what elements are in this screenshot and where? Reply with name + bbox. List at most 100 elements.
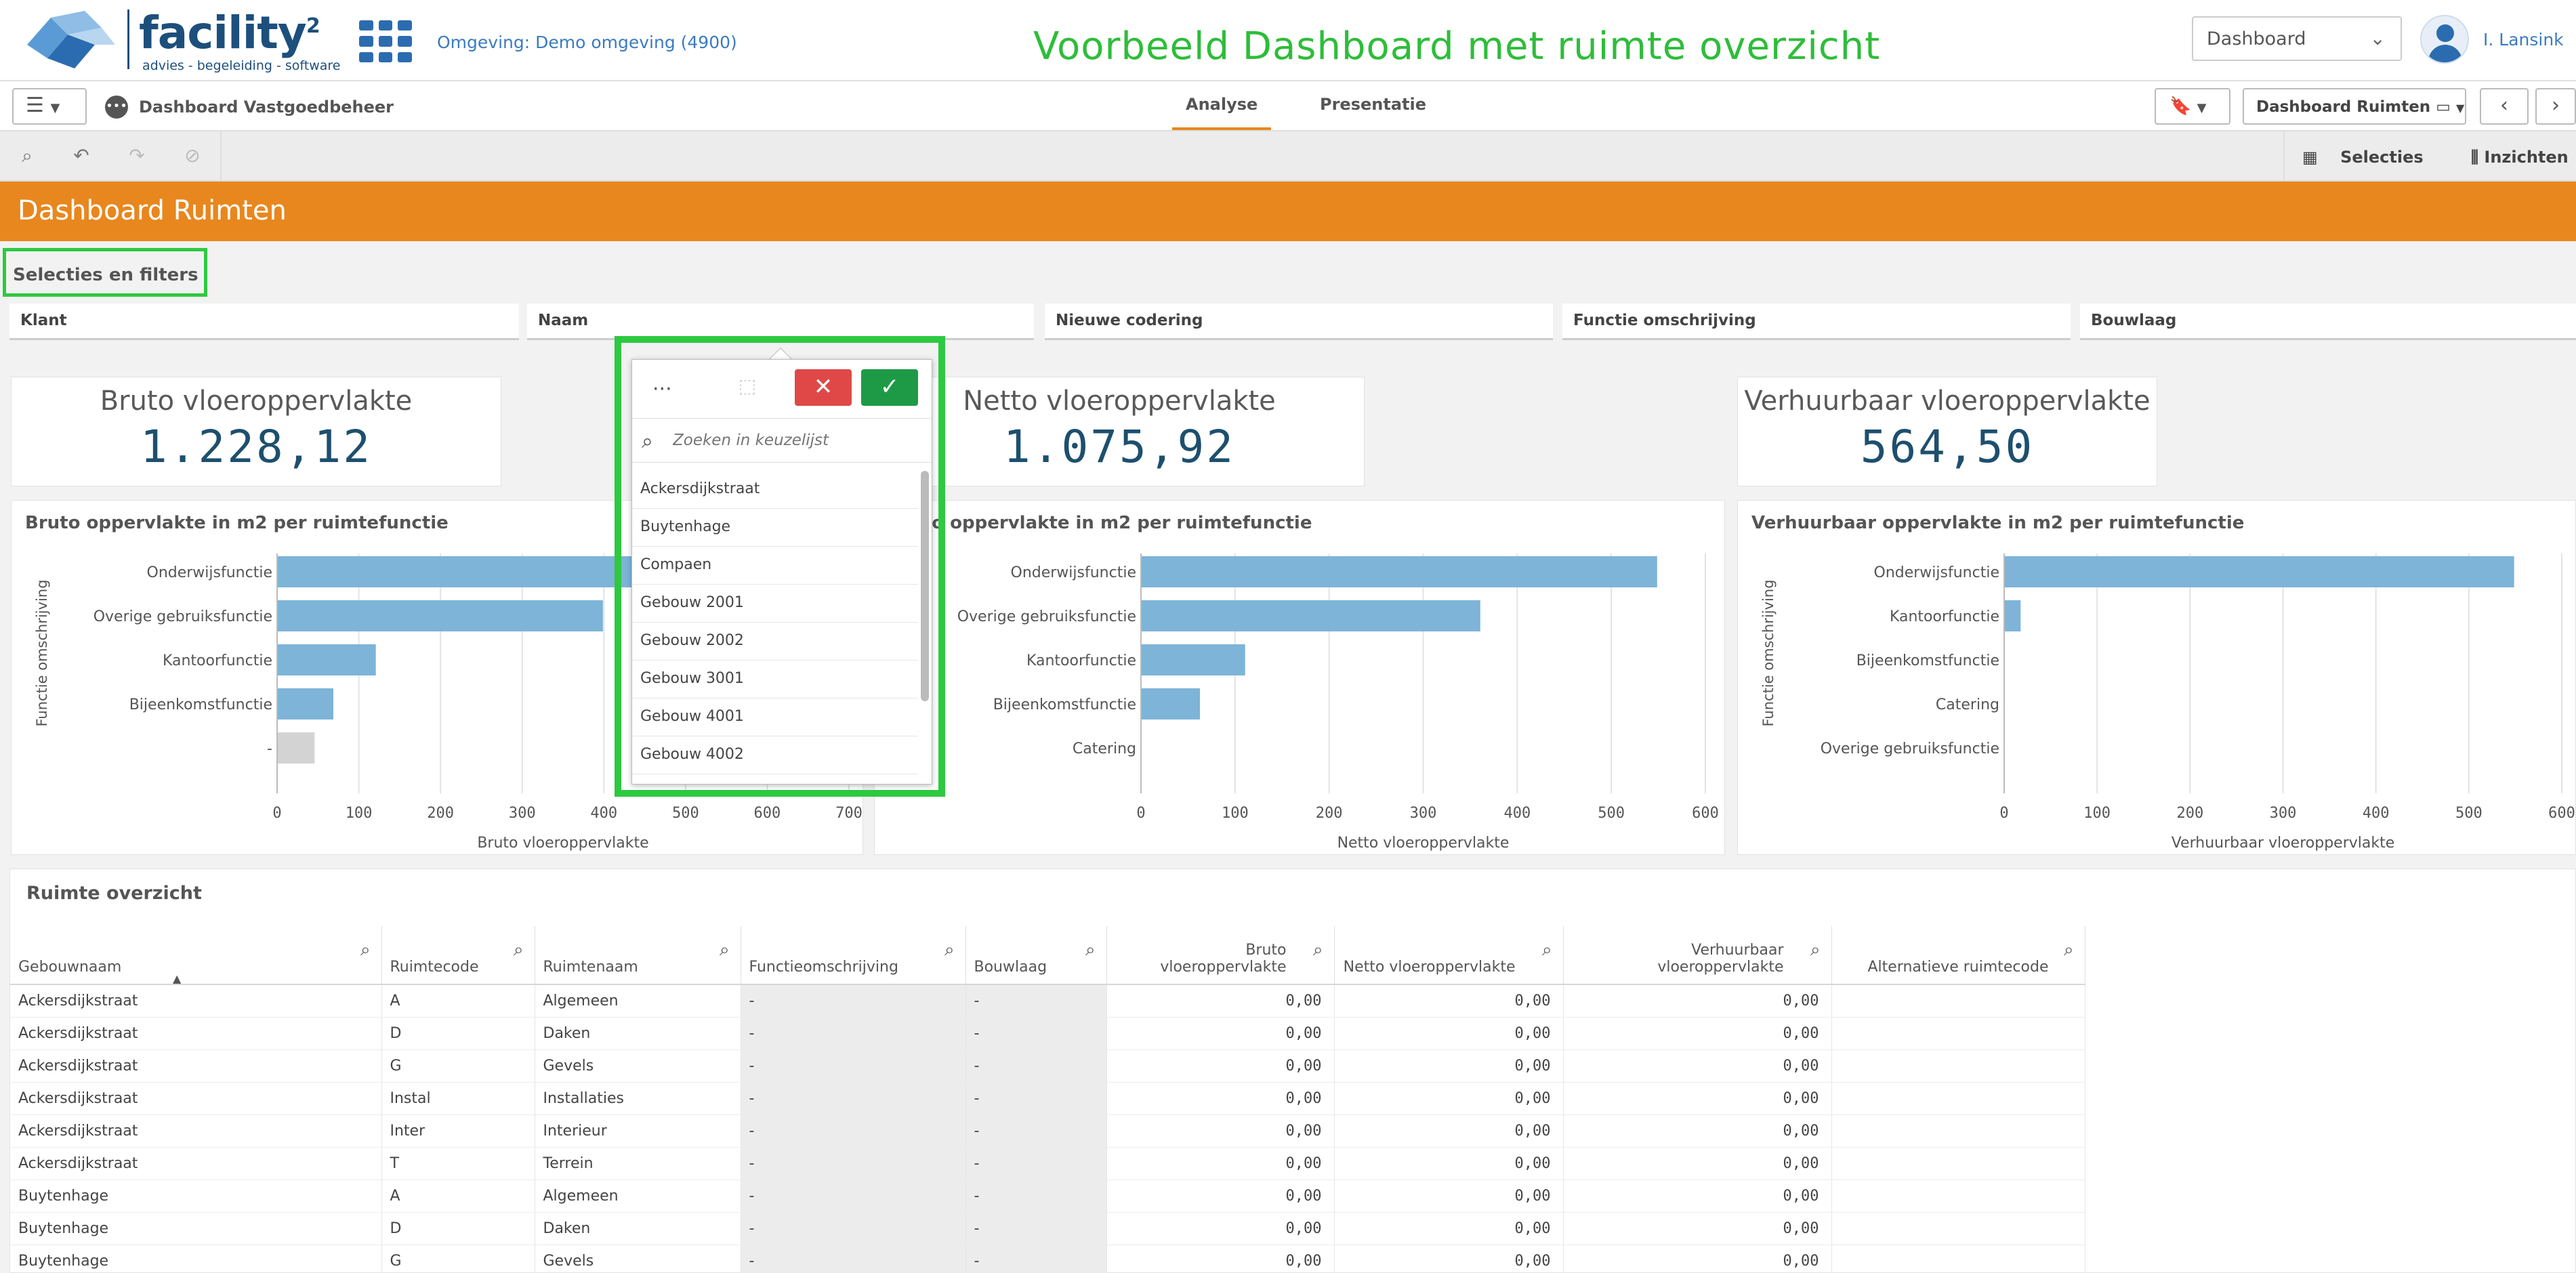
table-row[interactable]: Ackersdijkstraat Inter Interieur - -0,00 0,00… xyxy=(10,1114,2085,1148)
more-options-icon[interactable]: ··· xyxy=(652,377,672,401)
filter-bouwlaag[interactable]: Bouwlaag xyxy=(2080,304,2576,340)
filter-naam[interactable]: Naam xyxy=(527,304,1034,340)
bar[interactable] xyxy=(1142,688,1201,719)
table-cell[interactable]: 0,00 xyxy=(1563,1049,1832,1083)
table-cell[interactable]: - xyxy=(741,984,966,1018)
table-cell[interactable]: Interieur xyxy=(535,1114,741,1148)
table-row[interactable]: Ackersdijkstraat G Gevels - -0,00 0,00 0,00 xyxy=(10,1049,2085,1083)
column-header-gebouwnaam[interactable]: Gebouwnaam ⌕ ▲ xyxy=(10,926,382,985)
table-cell[interactable]: - xyxy=(965,1017,1107,1050)
kpi-netto[interactable]: Netto vloeroppervlakte 1.075,92 xyxy=(874,377,1365,486)
clear-selections-icon[interactable]: ⊘ xyxy=(184,144,201,167)
table-cell[interactable]: A xyxy=(381,984,535,1018)
list-item[interactable]: Buytenhage xyxy=(632,509,918,547)
filter-nieuwe-codering[interactable]: Nieuwe codering xyxy=(1045,304,1553,340)
previous-sheet-button[interactable]: ‹ xyxy=(2480,88,2529,125)
table-cell[interactable]: - xyxy=(741,1017,966,1050)
table-cell[interactable]: Gevels xyxy=(535,1245,741,1273)
table-cell[interactable]: - xyxy=(741,1147,966,1180)
table-cell[interactable]: D xyxy=(381,1017,535,1050)
chart-verhuurbaar[interactable]: Verhuurbaar oppervlakte in m2 per ruimte… xyxy=(1737,500,2576,855)
table-cell[interactable]: - xyxy=(965,1212,1107,1245)
table-cell[interactable]: Buytenhage xyxy=(10,1245,382,1273)
search-icon[interactable]: ⌕ xyxy=(1541,940,1552,960)
table-cell[interactable] xyxy=(1831,1017,2085,1050)
column-header-alternatieve-ruimtecode[interactable]: Alternatieve ruimtecode ⌕ xyxy=(1831,926,2085,985)
selecties-button[interactable]: ▦ Selecties xyxy=(2283,131,2446,182)
table-cell[interactable]: - xyxy=(965,1082,1107,1115)
environment-link[interactable]: Omgeving: Demo omgeving (4900) xyxy=(437,33,737,52)
table-cell[interactable]: - xyxy=(741,1212,966,1245)
column-header-bouwlaag[interactable]: Bouwlaag ⌕ xyxy=(965,926,1107,985)
table-cell[interactable]: Ackersdijkstraat xyxy=(10,1017,382,1050)
avatar[interactable] xyxy=(2420,15,2469,64)
table-cell[interactable] xyxy=(1831,1180,2085,1213)
table-cell[interactable]: 0,00 xyxy=(1106,1180,1335,1213)
step-back-icon[interactable]: ↶ xyxy=(73,144,89,167)
list-item[interactable]: Gebouw 4001 xyxy=(632,698,918,736)
list-item[interactable]: Compaen xyxy=(632,547,918,585)
table-cell[interactable]: Ackersdijkstraat xyxy=(10,1114,382,1148)
search-icon[interactable]: ⌕ xyxy=(719,940,730,960)
column-header-verhuurbaar[interactable]: Verhuurbaar vloeroppervlakte ⌕ xyxy=(1563,926,1832,985)
table-cell[interactable]: 0,00 xyxy=(1106,1245,1335,1273)
table-row[interactable]: Ackersdijkstraat T Terrein - -0,00 0,00 0,00 xyxy=(10,1147,2085,1180)
bookmark-button[interactable]: 🔖 ▼ xyxy=(2155,88,2230,125)
dashboard-select[interactable]: Dashboard ⌄ xyxy=(2192,16,2402,61)
table-cell[interactable]: 0,00 xyxy=(1334,984,1564,1018)
apps-grid-icon[interactable] xyxy=(359,20,412,62)
table-cell[interactable]: Inter xyxy=(381,1114,535,1148)
search-icon[interactable]: ⌕ xyxy=(1085,940,1096,960)
column-header-functieomschrijving[interactable]: Functieomschrijving ⌕ xyxy=(741,926,966,985)
next-sheet-button[interactable]: › xyxy=(2535,88,2576,125)
table-cell[interactable]: - xyxy=(965,1245,1107,1273)
table-cell[interactable]: Installaties xyxy=(535,1082,741,1115)
table-cell[interactable]: G xyxy=(381,1049,535,1083)
facility-logo[interactable]: facility2 advies - begeleiding - softwar… xyxy=(20,4,340,75)
table-cell[interactable] xyxy=(1831,1082,2085,1115)
table-cell[interactable]: 0,00 xyxy=(1106,1212,1335,1245)
table-cell[interactable]: - xyxy=(741,1245,966,1273)
table-cell[interactable] xyxy=(1831,984,2085,1018)
table-cell[interactable]: 0,00 xyxy=(1334,1114,1564,1148)
table-row[interactable]: Ackersdijkstraat Instal Installaties - -0,00… xyxy=(10,1082,2085,1115)
table-cell[interactable]: - xyxy=(965,1114,1107,1148)
table-cell[interactable]: - xyxy=(741,1180,966,1213)
table-cell[interactable]: T xyxy=(381,1147,535,1180)
table-cell[interactable]: 0,00 xyxy=(1563,1017,1832,1050)
list-item[interactable]: Gebouw 3001 xyxy=(632,661,918,698)
bar[interactable] xyxy=(1142,644,1245,675)
table-cell[interactable]: 0,00 xyxy=(1334,1212,1564,1245)
list-item[interactable]: Gebouw 4002 xyxy=(632,736,918,774)
table-cell[interactable]: Ackersdijkstraat xyxy=(10,1082,382,1115)
filter-klant[interactable]: Klant xyxy=(9,304,519,340)
filter-functie-omschrijving[interactable]: Functie omschrijving xyxy=(1562,304,2071,340)
listbox-scrollbar[interactable] xyxy=(921,471,929,701)
table-cell[interactable]: 0,00 xyxy=(1106,984,1335,1018)
table-cell[interactable]: 0,00 xyxy=(1334,1049,1564,1083)
table-cell[interactable]: 0,00 xyxy=(1334,1017,1564,1050)
table-cell[interactable]: - xyxy=(965,1049,1107,1083)
table-cell[interactable]: Gevels xyxy=(535,1049,741,1083)
table-cell[interactable]: G xyxy=(381,1245,535,1273)
list-item[interactable]: Gebouw 2002 xyxy=(632,623,918,661)
search-icon[interactable]: ⌕ xyxy=(2063,940,2074,960)
table-cell[interactable]: 0,00 xyxy=(1334,1147,1564,1180)
table-cell[interactable]: - xyxy=(741,1082,966,1115)
table-cell[interactable]: - xyxy=(965,1147,1107,1180)
column-header-bruto[interactable]: Bruto vloeroppervlakte ⌕ xyxy=(1106,926,1335,985)
bar[interactable] xyxy=(278,644,376,675)
table-cell[interactable]: 0,00 xyxy=(1563,1082,1832,1115)
tab-analyse[interactable]: Analyse xyxy=(1172,92,1272,130)
table-cell[interactable]: - xyxy=(965,1180,1107,1213)
table-row[interactable]: Buytenhage D Daken - -0,00 0,00 0,00 xyxy=(10,1212,2085,1245)
table-cell[interactable]: Buytenhage xyxy=(10,1180,382,1213)
bar[interactable] xyxy=(278,688,333,719)
kpi-verhuurbaar[interactable]: Verhuurbaar vloeroppervlakte 564,50 xyxy=(1737,377,2157,486)
table-cell[interactable]: 0,00 xyxy=(1106,1049,1335,1083)
global-menu-button[interactable]: ☰ ▼ xyxy=(12,88,87,125)
table-cell[interactable]: 0,00 xyxy=(1106,1147,1335,1180)
search-icon[interactable]: ⌕ xyxy=(513,940,524,960)
table-cell[interactable]: 0,00 xyxy=(1563,984,1832,1018)
smart-search-icon[interactable]: ⌕ xyxy=(22,144,33,167)
